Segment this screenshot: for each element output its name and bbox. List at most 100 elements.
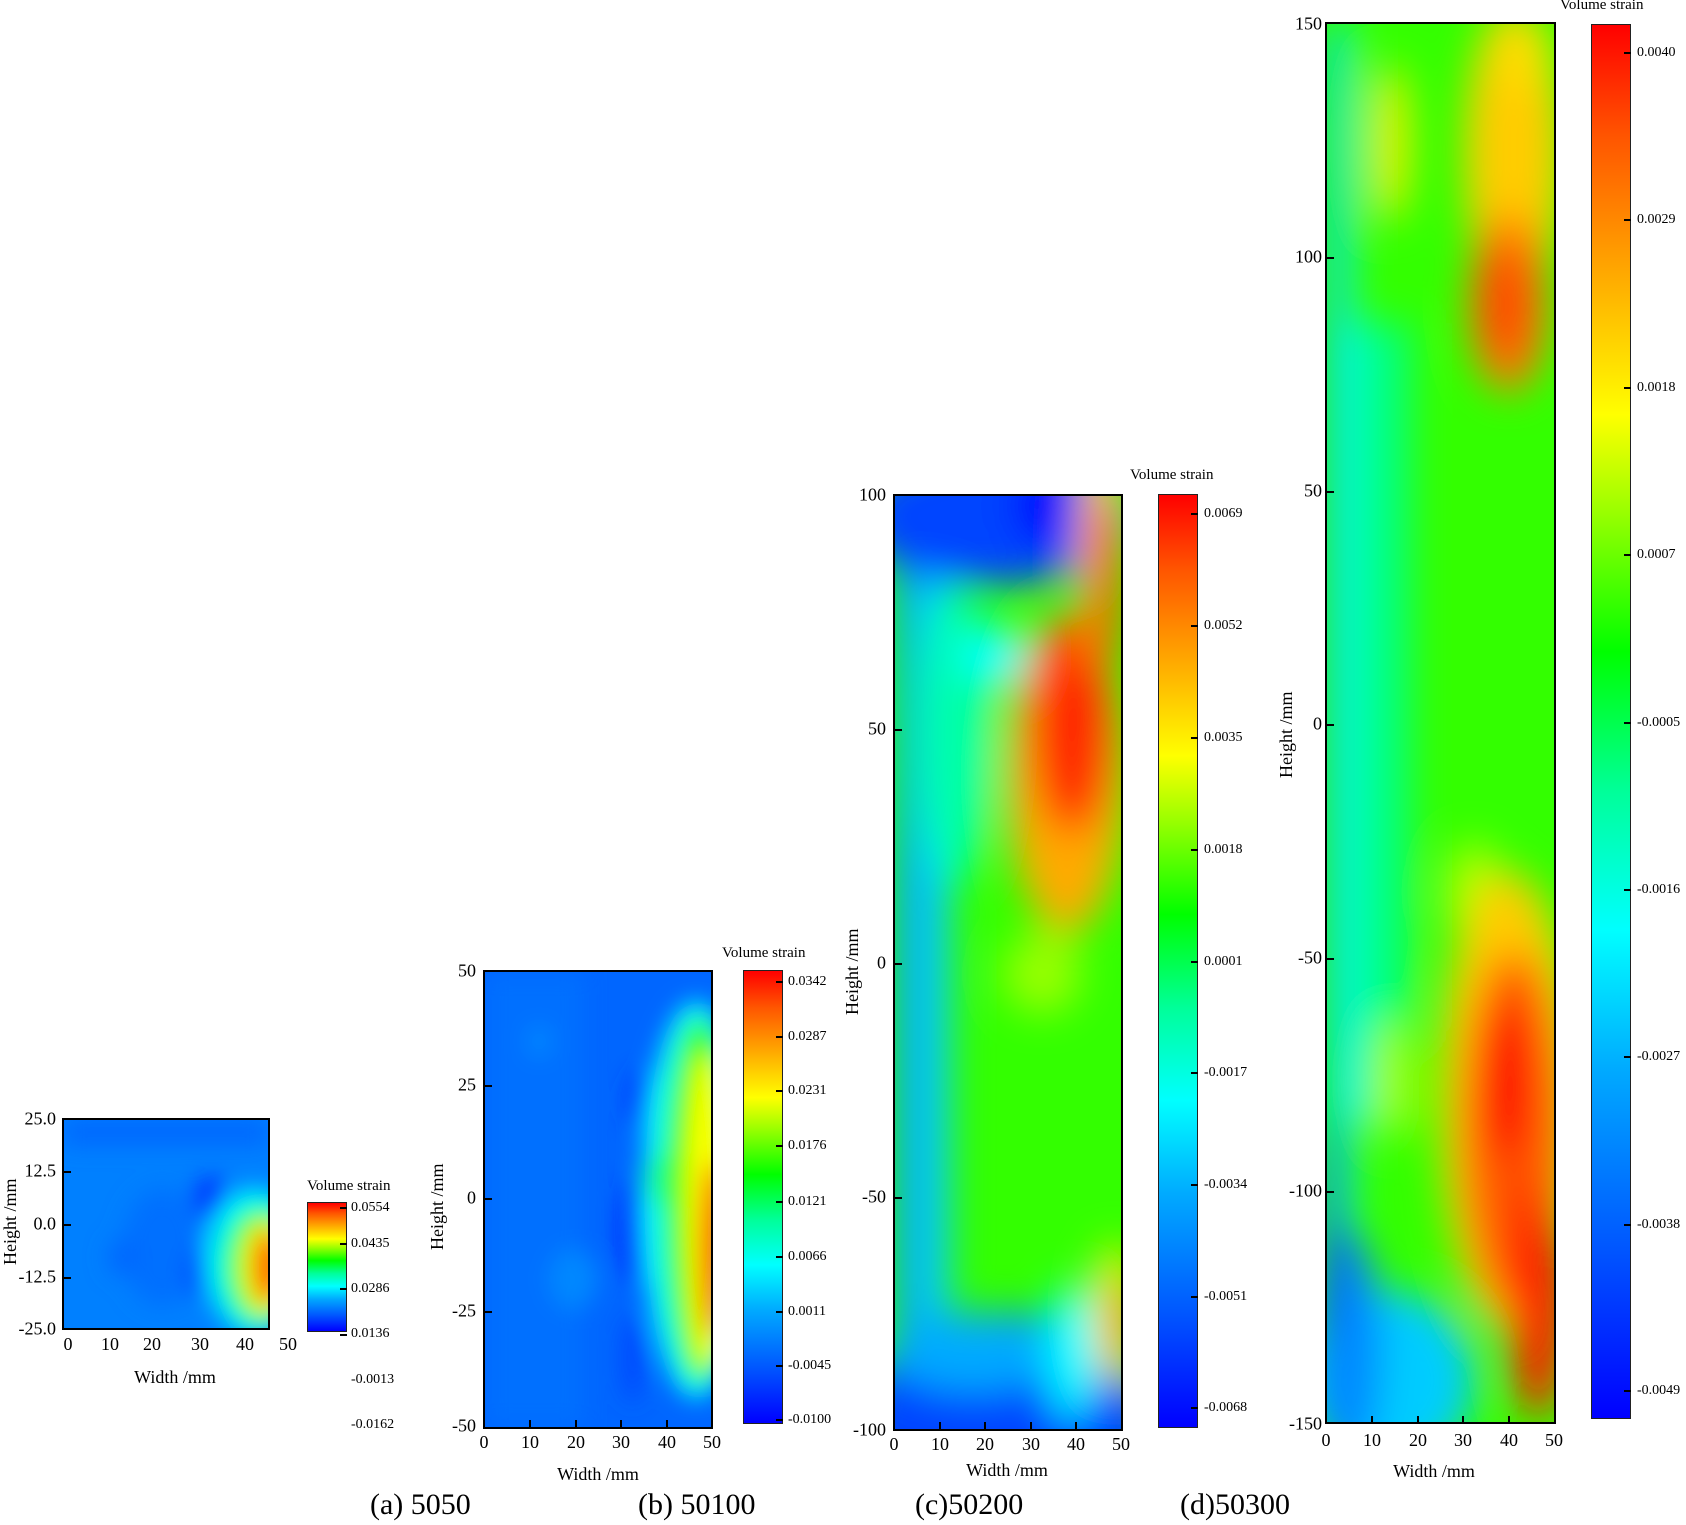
y-tick-label: 0.0: [33, 1213, 57, 1234]
x-tick-label: 40: [1500, 1430, 1518, 1450]
y-tick-label: -100: [853, 1419, 886, 1440]
colorbar-tick-label: 0.0001: [1204, 954, 1243, 969]
y-tick-mark: [64, 1277, 71, 1279]
x-tick-label: 20: [143, 1334, 161, 1354]
contour-plot-a: [62, 1118, 270, 1330]
colorbar-tick-label: 0.0029: [1637, 212, 1676, 227]
y-tick-label: -25.0: [18, 1318, 57, 1339]
contour-field-d: [1327, 24, 1554, 1422]
y-tick-mark: [64, 1224, 71, 1226]
colorbar-tick-label: -0.0034: [1204, 1177, 1248, 1192]
colorbar-tick-mark: [1624, 722, 1631, 724]
x-tick-mark: [1075, 1422, 1077, 1429]
x-tick-mark: [666, 1420, 668, 1427]
colorbar-tick-mark: [340, 1207, 347, 1209]
y-tick-label: 0: [1313, 713, 1322, 734]
colorbar-a: [307, 1202, 347, 1332]
y-tick-label: 25: [458, 1074, 476, 1095]
y-tick-label: -100: [1289, 1180, 1322, 1201]
x-tick-mark: [575, 1420, 577, 1427]
y-tick-label: 0: [877, 952, 886, 973]
colorbar-tick-mark: [1624, 1224, 1631, 1226]
y-tick-mark: [895, 729, 902, 731]
colorbar-tick-mark: [1624, 1390, 1631, 1392]
x-tick-mark: [620, 1420, 622, 1427]
y-tick-mark: [485, 1198, 492, 1200]
caption-b: (b) 50100: [638, 1488, 756, 1521]
colorbar-tick-label: -0.0013: [351, 1372, 395, 1387]
x-tick-label: 10: [931, 1434, 949, 1454]
x-tick-label: 10: [101, 1334, 119, 1354]
x-tick-label: 20: [567, 1432, 585, 1452]
x-tick-label: 50: [279, 1334, 297, 1354]
y-tick-label: 150: [1295, 13, 1322, 34]
colorbar-tick-mark: [1191, 961, 1198, 963]
caption-d: (d)50300: [1180, 1488, 1290, 1521]
colorbar-tick-label: -0.0038: [1637, 1217, 1681, 1232]
contour-plot-b: [483, 970, 713, 1429]
colorbar-tick-mark: [776, 981, 783, 983]
x-tick-label: 30: [1454, 1430, 1472, 1450]
colorbar-tick-label: 0.0342: [788, 974, 827, 989]
x-tick-label: 30: [1022, 1434, 1040, 1454]
x-tick-mark: [1417, 1416, 1419, 1423]
colorbar-tick-label: 0.0069: [1204, 506, 1243, 521]
colorbar-tick-label: 0.0231: [788, 1083, 827, 1098]
x-axis-label: Width /mm: [134, 1367, 216, 1387]
x-tick-label: 50: [1545, 1430, 1563, 1450]
colorbar-tick-mark: [776, 1201, 783, 1203]
x-tick-label: 40: [658, 1432, 676, 1452]
colorbar-tick-label: -0.0016: [1637, 882, 1681, 897]
y-tick-label: -50: [1298, 947, 1322, 968]
colorbar-tick-mark: [1191, 1184, 1198, 1186]
y-tick-label: -50: [452, 1415, 476, 1436]
y-axis-label: Height /mm: [1276, 691, 1296, 779]
x-axis-label: Width /mm: [966, 1460, 1048, 1480]
y-tick-mark: [1327, 1191, 1334, 1193]
x-tick-mark: [984, 1422, 986, 1429]
colorbar-tick-label: 0.0136: [351, 1326, 390, 1341]
colorbar-tick-label: -0.0162: [351, 1417, 395, 1432]
x-tick-label: 0: [479, 1432, 489, 1452]
colorbar-tick-mark: [776, 1036, 783, 1038]
colorbar-tick-label: 0.0018: [1637, 380, 1676, 395]
x-tick-label: 10: [1363, 1430, 1381, 1450]
x-axis-label: Width /mm: [557, 1464, 639, 1484]
colorbar-tick-mark: [1624, 554, 1631, 556]
y-tick-label: 0: [467, 1187, 476, 1208]
y-axis-label: Height /mm: [842, 928, 862, 1016]
x-axis-label: Width /mm: [1393, 1461, 1475, 1481]
y-tick-label: -50: [862, 1186, 886, 1207]
colorbar-tick-mark: [776, 1311, 783, 1313]
x-tick-mark: [1371, 1416, 1373, 1423]
colorbar-tick-label: -0.0051: [1204, 1289, 1248, 1304]
caption-a: (a) 5050: [370, 1488, 471, 1521]
colorbar-tick-label: 0.0287: [788, 1029, 827, 1044]
y-tick-mark: [1327, 491, 1334, 493]
contour-plot-c: [893, 494, 1123, 1431]
y-axis-label: Height /mm: [427, 1163, 447, 1251]
y-tick-label: -12.5: [18, 1266, 57, 1287]
colorbar-tick-mark: [776, 1256, 783, 1258]
x-tick-label: 30: [191, 1334, 209, 1354]
colorbar-tick-mark: [776, 1419, 783, 1421]
colorbar-tick-mark: [340, 1243, 347, 1245]
colorbar-tick-mark: [1191, 625, 1198, 627]
colorbar-tick-mark: [340, 1288, 347, 1290]
x-tick-label: 50: [1112, 1434, 1130, 1454]
y-tick-mark: [485, 1085, 492, 1087]
colorbar-c: [1158, 494, 1198, 1428]
y-tick-label: 100: [859, 484, 886, 505]
colorbar-tick-mark: [1624, 387, 1631, 389]
x-tick-label: 10: [521, 1432, 539, 1452]
y-tick-mark: [1327, 724, 1334, 726]
colorbar-tick-mark: [776, 1365, 783, 1367]
colorbar-tick-label: -0.0068: [1204, 1400, 1248, 1415]
colorbar-d: [1591, 24, 1631, 1419]
colorbar-tick-label: -0.0100: [788, 1412, 832, 1427]
colorbar-tick-label: -0.0027: [1637, 1049, 1681, 1064]
x-tick-label: 0: [63, 1334, 73, 1354]
x-tick-label: 30: [612, 1432, 630, 1452]
y-tick-label: 25.0: [24, 1108, 57, 1129]
colorbar-tick-label: 0.0018: [1204, 842, 1243, 857]
